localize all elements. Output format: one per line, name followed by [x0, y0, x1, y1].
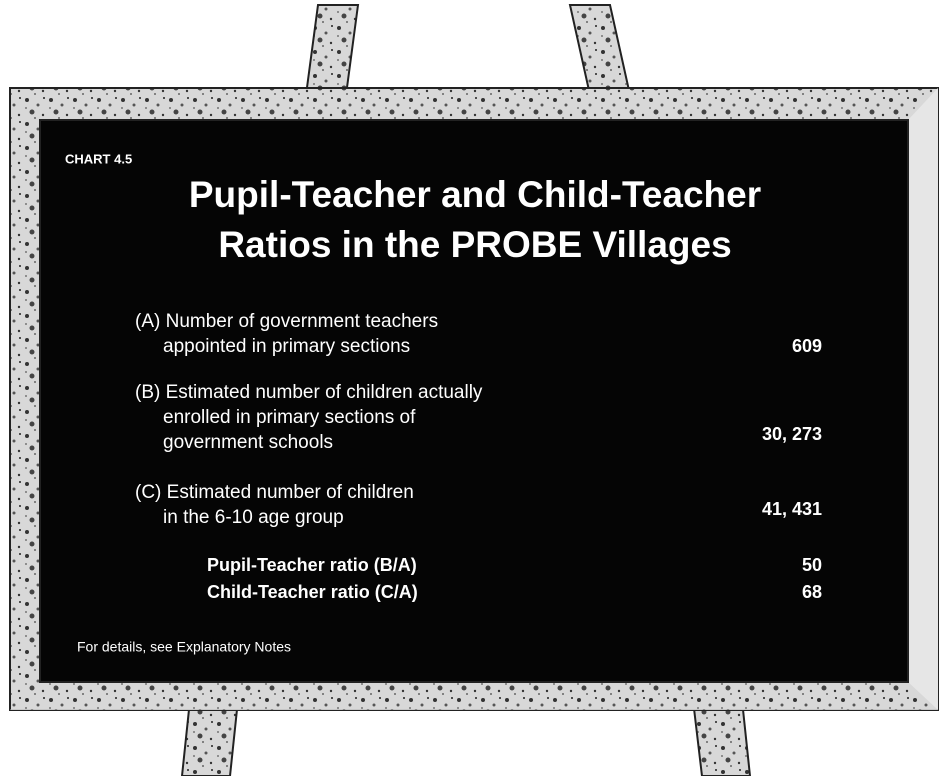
row-label: (B) Estimated number of children actuall… [135, 382, 483, 403]
row-value: 30, 273 [762, 424, 822, 444]
page: {"label": "CHART 4.5", "title": ["Pupil-… [0, 0, 941, 776]
row-value: 609 [792, 336, 822, 356]
row-label: enrolled in primary sections of [163, 407, 416, 428]
row-label: (C) Estimated number of children [135, 482, 414, 503]
board-illustration: CHART 4.5 Pupil-Teacher and Child-Teacher… [0, 0, 941, 776]
footnote: For details, see Explanatory Notes [77, 639, 291, 655]
ratio-value: 68 [802, 582, 822, 602]
ratio-label: Child-Teacher ratio (C/A) [207, 582, 418, 602]
chart-label: CHART 4.5 [65, 151, 132, 166]
row-label: government schools [163, 432, 333, 453]
ratio-value: 50 [802, 555, 822, 575]
row-label: (A) Number of government teachers [135, 311, 438, 332]
title-line: Ratios in the PROBE Villages [218, 224, 731, 265]
ratio-label: Pupil-Teacher ratio (B/A) [207, 555, 417, 575]
row-value: 41, 431 [762, 499, 822, 519]
row-label: in the 6-10 age group [163, 507, 344, 528]
row-label: appointed in primary sections [163, 336, 410, 357]
title-line: Pupil-Teacher and Child-Teacher [189, 174, 761, 215]
